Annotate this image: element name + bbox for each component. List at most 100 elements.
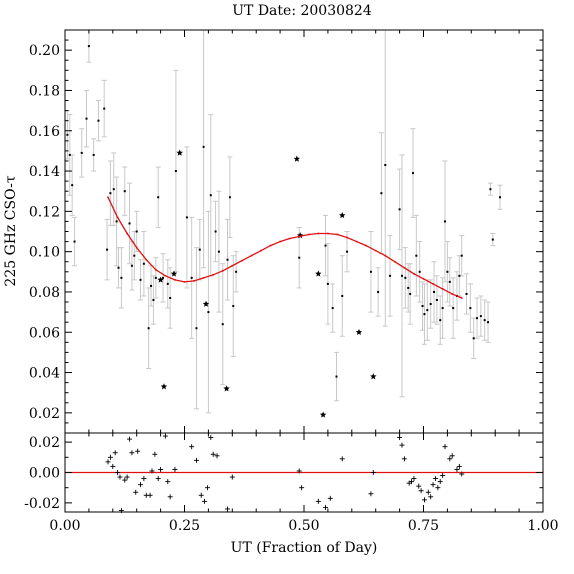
data-point <box>73 240 76 243</box>
data-point <box>452 307 455 310</box>
data-point <box>389 274 392 277</box>
y-tick-label: 0.18 <box>29 83 60 99</box>
data-point <box>398 208 401 211</box>
excluded-point <box>176 149 183 156</box>
data-point <box>68 153 71 156</box>
data-point <box>71 184 74 187</box>
x-tick-label: 0.75 <box>408 518 439 534</box>
y-ticks: 0.02 0.04 0.06 0.08 0.10 0.12 0.14 0.16 0.18 0.20 <box>29 29 543 434</box>
data-point <box>418 270 421 273</box>
data-point <box>195 327 198 330</box>
chart-title: UT Date: 20030824 <box>232 3 372 19</box>
data-point <box>235 270 238 273</box>
data-point <box>380 192 383 195</box>
y-tick-label: 0.10 <box>29 245 60 261</box>
data-point <box>444 220 447 223</box>
excluded-point <box>170 270 178 277</box>
data-point <box>324 244 327 247</box>
residual-points <box>105 433 465 513</box>
data-point <box>161 276 164 279</box>
data-point <box>226 258 229 261</box>
excluded-point <box>339 211 346 219</box>
data-point <box>483 319 486 322</box>
data-point <box>446 270 449 273</box>
y-tick-label: 0.16 <box>29 124 60 140</box>
data-point <box>190 276 193 279</box>
data-point <box>217 250 220 253</box>
data-point <box>341 294 344 297</box>
y-tick-label: 0.12 <box>29 204 60 220</box>
data-point <box>369 270 372 273</box>
data-point <box>117 266 120 269</box>
data-point <box>147 327 150 330</box>
data-point <box>407 286 410 289</box>
data-point <box>421 305 424 308</box>
data-point <box>400 274 403 277</box>
main-panel: 0.02 0.04 0.06 0.08 0.10 0.12 0.14 0.16 0.18 0.20 <box>29 29 544 434</box>
excluded-point <box>355 328 363 335</box>
x-axis-label: UT (Fraction of Day) <box>231 540 378 556</box>
data-point <box>130 264 133 267</box>
data-point <box>85 117 88 120</box>
data-point <box>106 248 109 251</box>
data-point <box>472 337 475 340</box>
data-point <box>123 190 126 193</box>
data-point <box>426 309 429 312</box>
data-point <box>154 276 157 279</box>
data-point <box>209 194 212 197</box>
data-point <box>439 319 442 322</box>
data-point <box>377 290 380 293</box>
data-point <box>80 151 83 154</box>
x-tick-label: 1.00 <box>527 518 558 534</box>
data-point <box>448 280 451 283</box>
data-point <box>469 307 472 310</box>
residual-panel: 0.02 0.00 -0.02 <box>24 432 544 513</box>
data-point <box>202 145 205 148</box>
data-point <box>166 282 169 285</box>
data-point <box>120 276 123 279</box>
excluded-point <box>160 383 168 390</box>
data-point <box>460 254 463 257</box>
residual-tick-label: -0.02 <box>24 496 60 512</box>
data-point <box>465 292 468 295</box>
data-point <box>207 311 210 314</box>
excluded-points <box>157 149 377 418</box>
y-tick-label: 0.06 <box>29 325 60 341</box>
excluded-point <box>157 276 164 283</box>
data-point <box>423 313 426 316</box>
data-point <box>221 323 224 326</box>
excluded-point <box>293 155 301 162</box>
data-point <box>331 307 334 310</box>
data-point <box>198 248 201 251</box>
y-tick-label: 0.08 <box>29 285 60 301</box>
data-point <box>429 303 432 306</box>
x-ticks: 0.00 0.25 0.50 0.75 1.00 <box>49 30 559 534</box>
data-point <box>489 188 492 191</box>
data-point <box>298 256 301 259</box>
data-point <box>97 119 100 122</box>
data-point <box>384 164 387 167</box>
data-point <box>66 133 69 136</box>
data-point <box>92 153 95 156</box>
data-point <box>228 196 231 199</box>
residual-tick-label: 0.00 <box>29 466 60 482</box>
data-point <box>335 375 338 378</box>
data-points <box>66 45 501 378</box>
data-point <box>135 230 138 233</box>
excluded-point <box>370 373 377 380</box>
data-point <box>115 220 118 223</box>
data-point <box>487 321 490 324</box>
x-tick-label: 0.50 <box>288 518 319 534</box>
data-point <box>139 278 142 281</box>
data-point <box>112 188 115 191</box>
data-point <box>214 230 217 233</box>
x-tick-label: 0.25 <box>169 518 200 534</box>
y-tick-label: 0.20 <box>29 43 60 59</box>
data-point <box>142 262 145 265</box>
residual-tick-label: 0.02 <box>29 435 60 451</box>
data-point <box>411 172 414 175</box>
data-point <box>476 317 479 320</box>
data-point <box>174 170 177 173</box>
excluded-point <box>319 411 327 418</box>
